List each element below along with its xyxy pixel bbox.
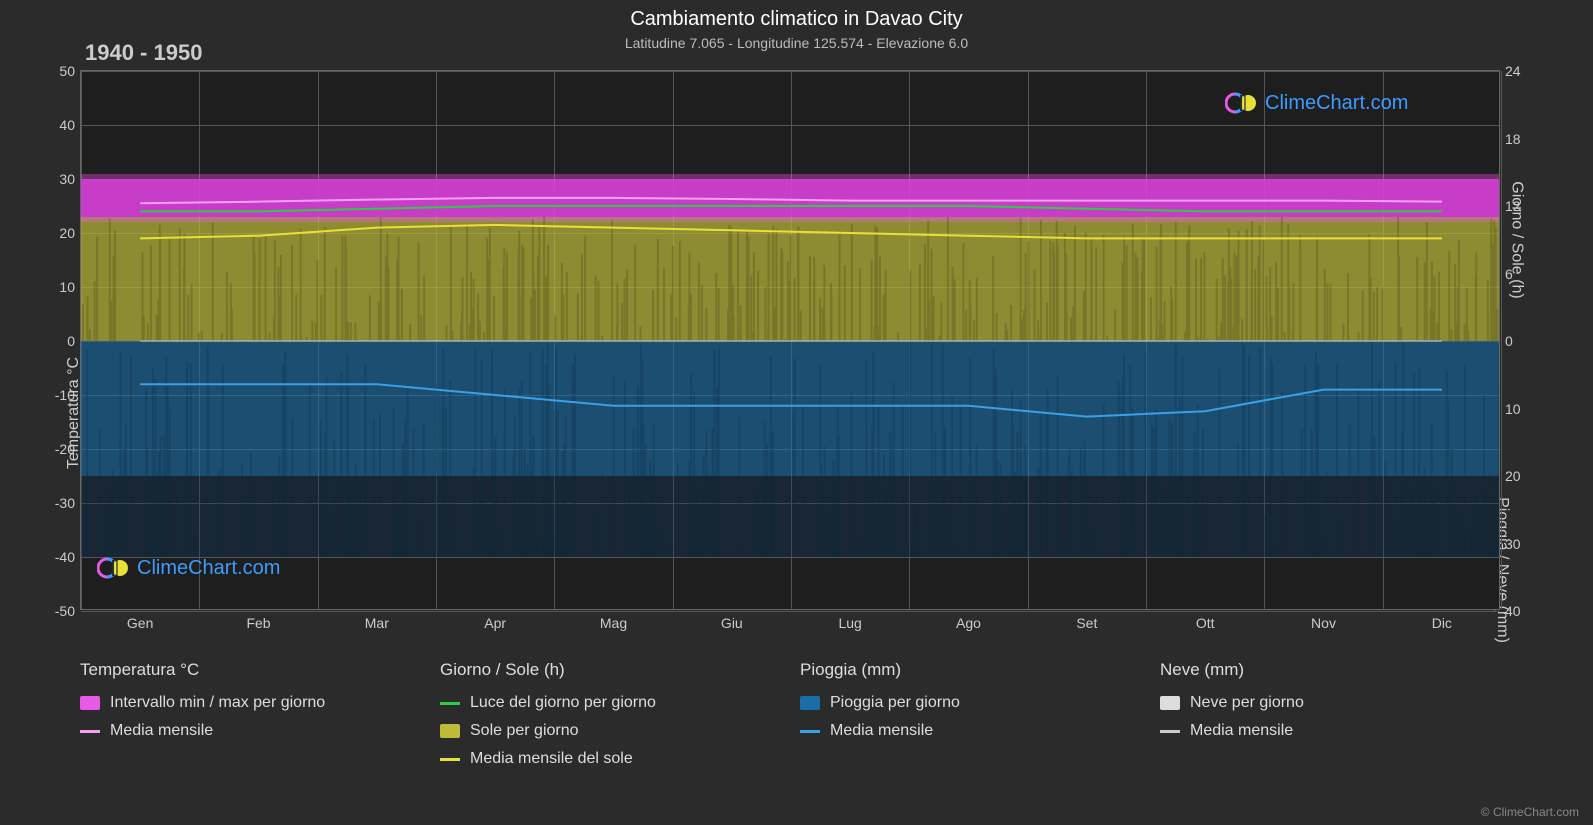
y-left-tick: -50 xyxy=(55,603,81,619)
month-tick: Ago xyxy=(956,609,981,631)
legend-item: Media mensile xyxy=(800,722,1140,740)
y-left-tick: -30 xyxy=(55,495,81,511)
legend-swatch-icon xyxy=(1160,696,1180,710)
watermark: ClimeChart.com xyxy=(1225,90,1408,116)
month-tick: Giu xyxy=(721,609,743,631)
gridline-v xyxy=(1501,71,1502,609)
year-range-label: 1940 - 1950 xyxy=(85,40,202,66)
month-tick: Mar xyxy=(365,609,389,631)
month-tick: Feb xyxy=(246,609,270,631)
y-right-bot-tick: 30 xyxy=(1499,536,1521,552)
legend-label: Pioggia per giorno xyxy=(830,694,960,712)
legend-item: Media mensile xyxy=(80,722,420,740)
y-left-tick: 20 xyxy=(59,225,81,241)
legend-item: Pioggia per giorno xyxy=(800,694,1140,712)
legend: Temperatura °C Intervallo min / max per g… xyxy=(80,660,1500,778)
legend-label: Media mensile xyxy=(830,722,933,740)
y-left-tick: 40 xyxy=(59,117,81,133)
watermark-text: ClimeChart.com xyxy=(137,557,280,580)
month-tick: Set xyxy=(1076,609,1097,631)
y-left-tick: -10 xyxy=(55,387,81,403)
logo-icon xyxy=(97,555,131,581)
legend-item: Media mensile del sole xyxy=(440,750,780,768)
chart-title: Cambiamento climatico in Davao City xyxy=(0,0,1593,31)
y-right-bot-tick: 20 xyxy=(1499,468,1521,484)
y-left-tick: 0 xyxy=(67,333,81,349)
legend-column: Giorno / Sole (h) Luce del giorno per gio… xyxy=(440,660,780,778)
chart-subtitle: Latitudine 7.065 - Longitudine 125.574 -… xyxy=(0,31,1593,51)
y-right-bot-tick: 10 xyxy=(1499,401,1521,417)
legend-title: Pioggia (mm) xyxy=(800,660,1140,680)
y-left-tick: 10 xyxy=(59,279,81,295)
legend-title: Neve (mm) xyxy=(1160,660,1500,680)
watermark-text: ClimeChart.com xyxy=(1265,92,1408,115)
legend-item: Intervallo min / max per giorno xyxy=(80,694,420,712)
logo-icon xyxy=(1225,90,1259,116)
month-tick: Lug xyxy=(838,609,861,631)
legend-line-icon xyxy=(80,730,100,733)
copyright-text: © ClimeChart.com xyxy=(1481,805,1579,819)
legend-label: Media mensile del sole xyxy=(470,750,633,768)
y-left-tick: -20 xyxy=(55,441,81,457)
y-left-tick: 50 xyxy=(59,63,81,79)
legend-item: Media mensile xyxy=(1160,722,1500,740)
y-right-bot-tick: 40 xyxy=(1499,603,1521,619)
gridline-h xyxy=(81,611,1499,612)
y-left-tick: 30 xyxy=(59,171,81,187)
y-right-top-tick: 12 xyxy=(1499,198,1521,214)
legend-line-icon xyxy=(440,702,460,705)
month-tick: Gen xyxy=(127,609,153,631)
legend-item: Neve per giorno xyxy=(1160,694,1500,712)
legend-line-icon xyxy=(800,730,820,733)
legend-label: Neve per giorno xyxy=(1190,694,1304,712)
legend-column: Temperatura °C Intervallo min / max per g… xyxy=(80,660,420,778)
month-tick: Dic xyxy=(1432,609,1452,631)
legend-swatch-icon xyxy=(440,724,460,738)
legend-label: Sole per giorno xyxy=(470,722,579,740)
chart-plot-area: -50-40-30-20-100102030405006121824102030… xyxy=(80,70,1500,610)
legend-item: Sole per giorno xyxy=(440,722,780,740)
legend-label: Media mensile xyxy=(110,722,213,740)
month-tick: Apr xyxy=(484,609,506,631)
month-tick: Mag xyxy=(600,609,627,631)
y-right-top-tick: 24 xyxy=(1499,63,1521,79)
legend-label: Intervallo min / max per giorno xyxy=(110,694,325,712)
legend-title: Temperatura °C xyxy=(80,660,420,680)
month-tick: Ott xyxy=(1196,609,1215,631)
y-right-top-tick: 18 xyxy=(1499,131,1521,147)
month-tick: Nov xyxy=(1311,609,1336,631)
legend-swatch-icon xyxy=(800,696,820,710)
legend-label: Media mensile xyxy=(1190,722,1293,740)
legend-label: Luce del giorno per giorno xyxy=(470,694,656,712)
y-left-tick: -40 xyxy=(55,549,81,565)
legend-column: Pioggia (mm) Pioggia per giorno Media mens… xyxy=(800,660,1140,778)
legend-line-icon xyxy=(440,758,460,761)
legend-line-icon xyxy=(1160,730,1180,733)
temp-mean-line xyxy=(81,71,1499,609)
legend-item: Luce del giorno per giorno xyxy=(440,694,780,712)
watermark: ClimeChart.com xyxy=(97,555,280,581)
legend-column: Neve (mm) Neve per giorno Media mensile xyxy=(1160,660,1500,778)
legend-swatch-icon xyxy=(80,696,100,710)
legend-title: Giorno / Sole (h) xyxy=(440,660,780,680)
